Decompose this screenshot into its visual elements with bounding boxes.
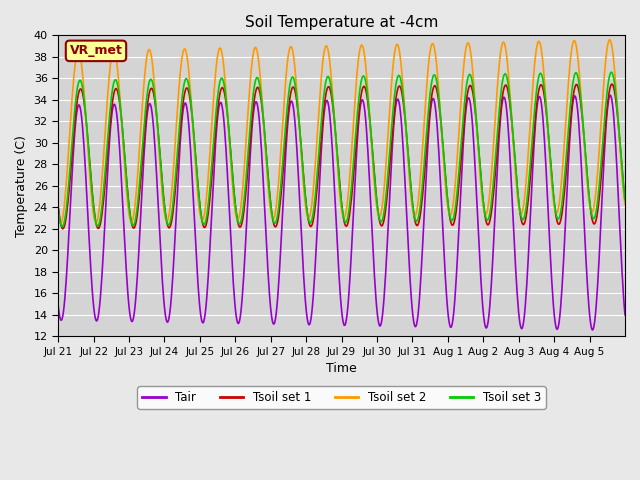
Tsoil set 3: [226, 137, 234, 143]
Tsoil set 2: [226, 143, 234, 149]
Tsoil set 2: [254, 51, 262, 57]
Tsoil set 3: [54, 205, 62, 211]
Tair: [253, 100, 261, 106]
Tsoil set 3: [608, 69, 616, 75]
Tair: [400, 161, 408, 167]
Tair: [54, 303, 62, 309]
Legend: Tair, Tsoil set 1, Tsoil set 2, Tsoil set 3: Tair, Tsoil set 1, Tsoil set 2, Tsoil se…: [138, 386, 546, 409]
Tair: [621, 312, 629, 318]
Line: Tsoil set 1: Tsoil set 1: [58, 84, 625, 229]
Text: VR_met: VR_met: [70, 44, 122, 58]
Y-axis label: Temperature (C): Temperature (C): [15, 135, 28, 237]
Tsoil set 1: [254, 84, 262, 90]
Line: Tair: Tair: [58, 95, 625, 330]
Tsoil set 3: [122, 165, 129, 171]
Tair: [606, 92, 614, 98]
Tsoil set 2: [433, 61, 440, 67]
Title: Soil Temperature at -4cm: Soil Temperature at -4cm: [245, 15, 438, 30]
Tsoil set 2: [54, 213, 62, 219]
Tsoil set 3: [433, 78, 440, 84]
Tair: [121, 240, 129, 246]
Tair: [432, 108, 440, 114]
Tsoil set 3: [58, 224, 66, 229]
X-axis label: Time: Time: [326, 362, 357, 375]
Line: Tsoil set 2: Tsoil set 2: [58, 40, 625, 223]
Tair: [589, 327, 596, 333]
Tsoil set 2: [401, 109, 408, 115]
Tair: [225, 200, 233, 206]
Tsoil set 2: [605, 37, 613, 43]
Tsoil set 2: [56, 220, 64, 226]
Tsoil set 1: [54, 204, 62, 209]
Tsoil set 2: [621, 201, 629, 207]
Tsoil set 1: [226, 137, 234, 143]
Tsoil set 2: [275, 171, 283, 177]
Tsoil set 3: [275, 200, 283, 205]
Tsoil set 1: [275, 209, 283, 215]
Tsoil set 1: [621, 199, 629, 204]
Tair: [275, 285, 282, 290]
Tsoil set 1: [122, 163, 129, 169]
Tsoil set 2: [122, 175, 129, 181]
Tsoil set 1: [433, 86, 440, 92]
Tsoil set 1: [608, 81, 616, 87]
Tsoil set 3: [621, 197, 629, 203]
Tsoil set 3: [401, 110, 408, 116]
Tsoil set 1: [59, 226, 67, 232]
Line: Tsoil set 3: Tsoil set 3: [58, 72, 625, 227]
Tsoil set 3: [254, 75, 262, 81]
Tsoil set 1: [401, 113, 408, 119]
